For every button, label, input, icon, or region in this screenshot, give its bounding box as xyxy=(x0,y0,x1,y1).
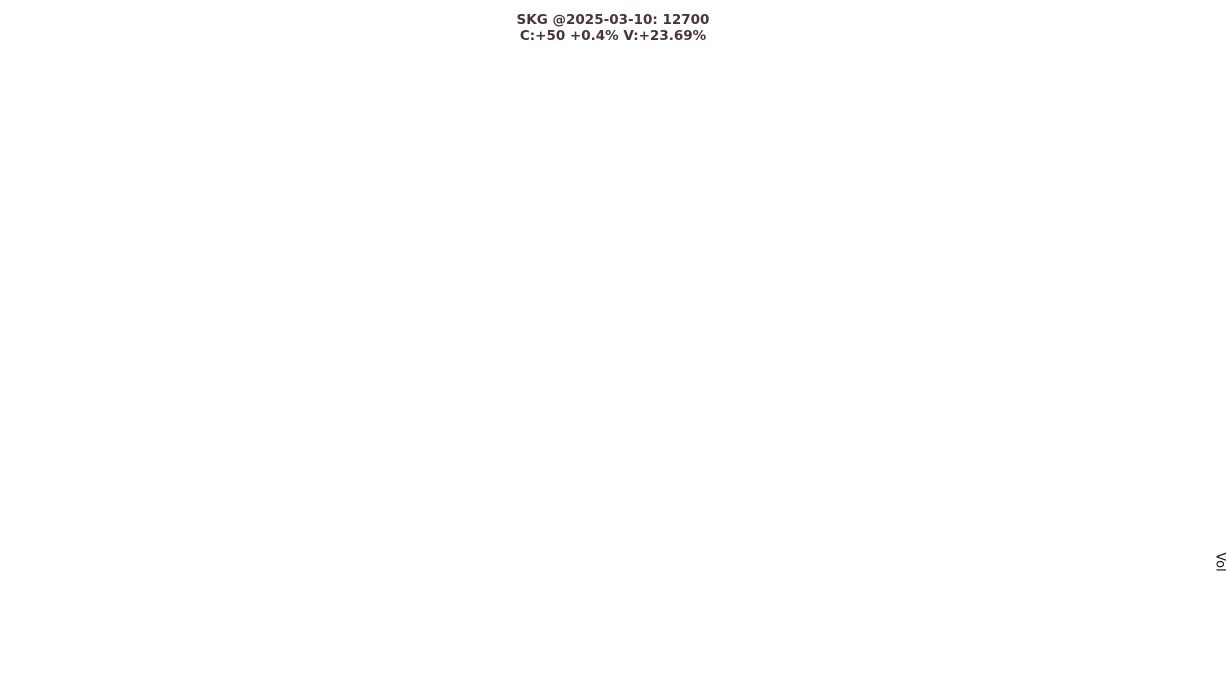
y2-axis-label: Vol xyxy=(1213,552,1226,571)
chart-title: SKG @2025-03-10: 12700 xyxy=(517,12,710,28)
chart-subtitle: C:+50 +0.4% V:+23.69% xyxy=(520,28,707,44)
